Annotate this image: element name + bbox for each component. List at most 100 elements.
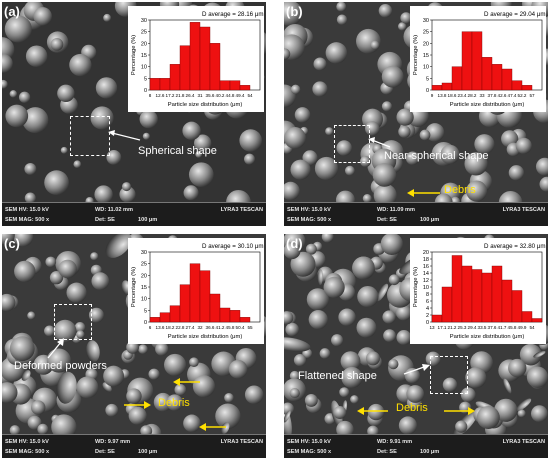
powder-particle [2, 293, 16, 312]
powder-particle [139, 110, 158, 129]
powder-particle [56, 371, 77, 404]
powder-particle [350, 395, 359, 404]
histogram-bar [511, 80, 523, 91]
x-tick-label: 45.8 [226, 325, 235, 330]
debris-label-b: Debris [444, 184, 476, 196]
powder-particle [440, 144, 460, 165]
powder-particle [9, 336, 35, 362]
powder-particle [30, 400, 46, 415]
powder-particle [4, 15, 32, 43]
info-scale: 100 μm [420, 217, 440, 223]
y-tick-label: 16 [423, 264, 429, 270]
powder-particle [290, 84, 301, 95]
powder-particle [455, 420, 468, 433]
x-tick-label: 32 [197, 325, 203, 330]
powder-particle [367, 403, 385, 421]
info-mag: SEM MAG: 500 x [5, 217, 50, 223]
powder-particle [9, 425, 21, 435]
powder-particle [317, 269, 324, 286]
x-tick-label: 13.8 [438, 93, 447, 98]
x-tick-label: 52.2 [518, 93, 527, 98]
x-tick-label: 17.1 [438, 325, 447, 330]
powder-particle [341, 366, 363, 389]
x-tick-label: 40.2 [216, 93, 225, 98]
x-tick-label: 23.4 [458, 93, 467, 98]
debris-label-d: Debris [396, 402, 428, 414]
powder-particle [121, 182, 131, 192]
histogram-bar [149, 317, 161, 323]
powder-particle [60, 146, 68, 154]
powder-particle [220, 422, 230, 434]
powder-particle [215, 403, 241, 429]
info-brand: LYRA3 TESCAN [220, 439, 263, 445]
histogram-c-svg: 0 5 10 15 20 25 30 6 13.6 18.2 22.8 27.4 32 36.6 41.2 4… [131, 243, 264, 340]
powder-particle [314, 156, 339, 181]
histogram-bar [521, 311, 533, 323]
powder-particle [90, 106, 114, 130]
histogram-bar [491, 265, 503, 323]
powder-particle [398, 22, 407, 31]
powder-particle [344, 165, 355, 176]
powder-particle [474, 134, 495, 155]
histogram-bar [209, 43, 221, 91]
powder-particle [183, 414, 201, 433]
x-tick-label: 18.2 [166, 325, 175, 330]
y-tick-label: 5 [426, 76, 429, 82]
powder-particle [74, 322, 86, 333]
powder-particle [284, 311, 294, 325]
powder-particle [90, 252, 99, 261]
powder-particle [91, 272, 110, 290]
powder-particle [103, 365, 125, 387]
powder-particle [27, 311, 36, 320]
x-tick-label: 31 [197, 93, 203, 98]
annotation-text-c: Deformed powders [14, 360, 107, 372]
powder-particle [66, 282, 87, 303]
powder-particle [305, 243, 317, 255]
powder-particle [105, 234, 132, 258]
histogram-bar [159, 312, 171, 323]
powder-particle [450, 196, 461, 203]
info-det: Det: SE [377, 217, 397, 223]
powder-particle [5, 104, 29, 128]
powder-particle [58, 259, 77, 279]
histogram-bar [431, 85, 443, 91]
histogram-d: 0 2 4 6 8 10 12 14 16 18 20 13 17.1 21.2 25.3 29.4 33.5 3… [410, 238, 546, 344]
powder-particle [405, 151, 420, 165]
histogram-title: D average = 28.16 μm [202, 11, 264, 18]
powder-particle [304, 393, 318, 407]
histogram-bar [481, 272, 493, 323]
sem-panel-d: (d) Flattened shape Debris 0 2 4 6 8 10 12 14 16… [284, 234, 548, 458]
powder-particle [25, 45, 48, 67]
histogram-b: 0 5 10 15 20 25 30 9 13.8 18.6 23.4 28.2 33 37.8 42.6 4… [410, 6, 546, 112]
powder-particle [508, 165, 525, 181]
y-tick-label: 5 [144, 308, 147, 314]
annotation-text-b: Near-spherical shape [384, 150, 489, 162]
powder-particle [378, 3, 393, 18]
x-tick-label: 42.6 [498, 93, 507, 98]
x-axis-label: Particle size distribution (μm) [168, 334, 243, 340]
y-axis-label: Percentage (%) [413, 35, 419, 75]
x-tick-label: 25.3 [458, 325, 467, 330]
y-tick-label: 15 [141, 285, 147, 291]
info-hv: SEM HV: 15.0 kV [5, 207, 49, 213]
annotation-arrow-a [108, 130, 141, 141]
info-det: Det: SE [95, 449, 115, 455]
y-tick-label: 25 [423, 30, 429, 36]
histogram-bar [199, 270, 211, 323]
y-tick-label: 30 [141, 18, 147, 24]
annotation-text-a: Spherical shape [138, 145, 217, 157]
powder-particle [88, 307, 104, 323]
debris-arrow-d1 [357, 407, 388, 415]
histogram-bar [219, 80, 231, 91]
x-tick-label: 49.9 [518, 325, 527, 330]
y-tick-label: 18 [423, 257, 429, 263]
x-tick-label: 44.8 [226, 93, 235, 98]
powder-particle [333, 406, 347, 420]
info-mag: SEM MAG: 500 x [5, 449, 50, 455]
info-det: Det: SE [95, 217, 115, 223]
powder-particle [18, 91, 31, 103]
histogram-bar [179, 45, 191, 91]
powder-particle [383, 329, 396, 343]
info-bar-a: SEM HV: 15.0 kV WD: 11.02 mm LYRA3 TESCA… [2, 202, 266, 226]
